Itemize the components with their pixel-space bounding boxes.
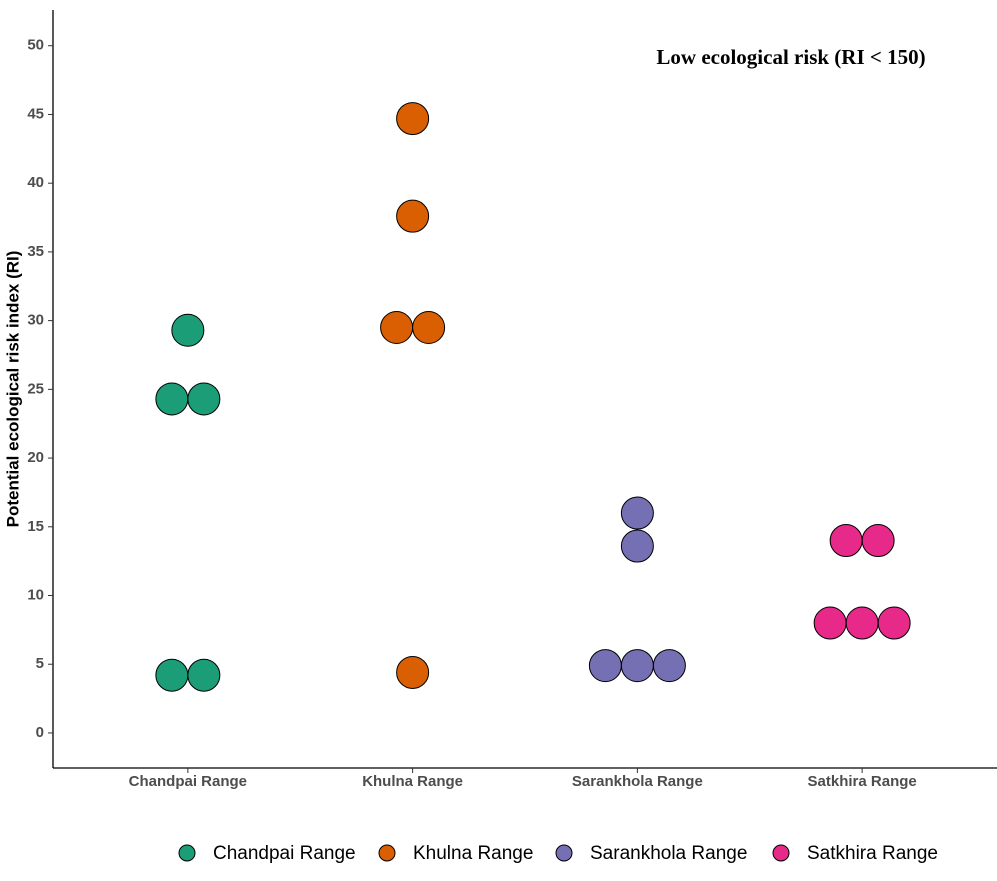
y-tick-label: 0 bbox=[36, 724, 44, 741]
legend-marker bbox=[555, 844, 573, 862]
dot bbox=[829, 524, 863, 558]
y-tick-label: 20 bbox=[27, 449, 44, 466]
x-tick-label: Satkhira Range bbox=[808, 773, 917, 790]
y-tick-label: 45 bbox=[27, 105, 44, 122]
y-tick-label: 10 bbox=[27, 586, 44, 603]
y-tick-label: 50 bbox=[27, 37, 44, 54]
x-tick-label: Khulna Range bbox=[362, 773, 463, 790]
dot bbox=[620, 649, 654, 683]
y-tick-label: 25 bbox=[27, 380, 44, 397]
dot bbox=[396, 655, 430, 689]
legend-label: Sarankhola Range bbox=[590, 843, 747, 864]
legend-label: Chandpai Range bbox=[213, 843, 356, 864]
legend-label: Satkhira Range bbox=[807, 843, 938, 864]
y-tick-label: 30 bbox=[27, 312, 44, 329]
dot bbox=[187, 382, 221, 416]
dot bbox=[620, 529, 654, 563]
dot bbox=[187, 658, 221, 692]
annotation: Low ecological risk (RI < 150) bbox=[656, 45, 925, 69]
dot bbox=[380, 310, 414, 344]
dot bbox=[813, 606, 847, 640]
x-tick-label: Sarankhola Range bbox=[572, 773, 703, 790]
y-tick-label: 35 bbox=[27, 243, 44, 260]
legend-label: Khulna Range bbox=[413, 843, 533, 864]
dot bbox=[155, 658, 189, 692]
dot bbox=[396, 199, 430, 233]
legend-marker bbox=[178, 844, 196, 862]
y-tick-label: 40 bbox=[27, 174, 44, 191]
x-tick-label: Chandpai Range bbox=[129, 773, 247, 790]
dot bbox=[877, 606, 911, 640]
legend-marker bbox=[772, 844, 790, 862]
dot bbox=[171, 313, 205, 347]
dot bbox=[620, 496, 654, 530]
dot bbox=[588, 649, 622, 683]
dot bbox=[396, 102, 430, 136]
legend-marker bbox=[378, 844, 396, 862]
dot bbox=[412, 310, 446, 344]
dot bbox=[155, 382, 189, 416]
y-axis-title: Potential ecological risk index (RI) bbox=[3, 251, 22, 528]
y-tick-label: 15 bbox=[27, 518, 44, 535]
y-tick-label: 5 bbox=[36, 655, 44, 672]
dot bbox=[861, 524, 895, 558]
dot bbox=[652, 649, 686, 683]
dot bbox=[845, 606, 879, 640]
